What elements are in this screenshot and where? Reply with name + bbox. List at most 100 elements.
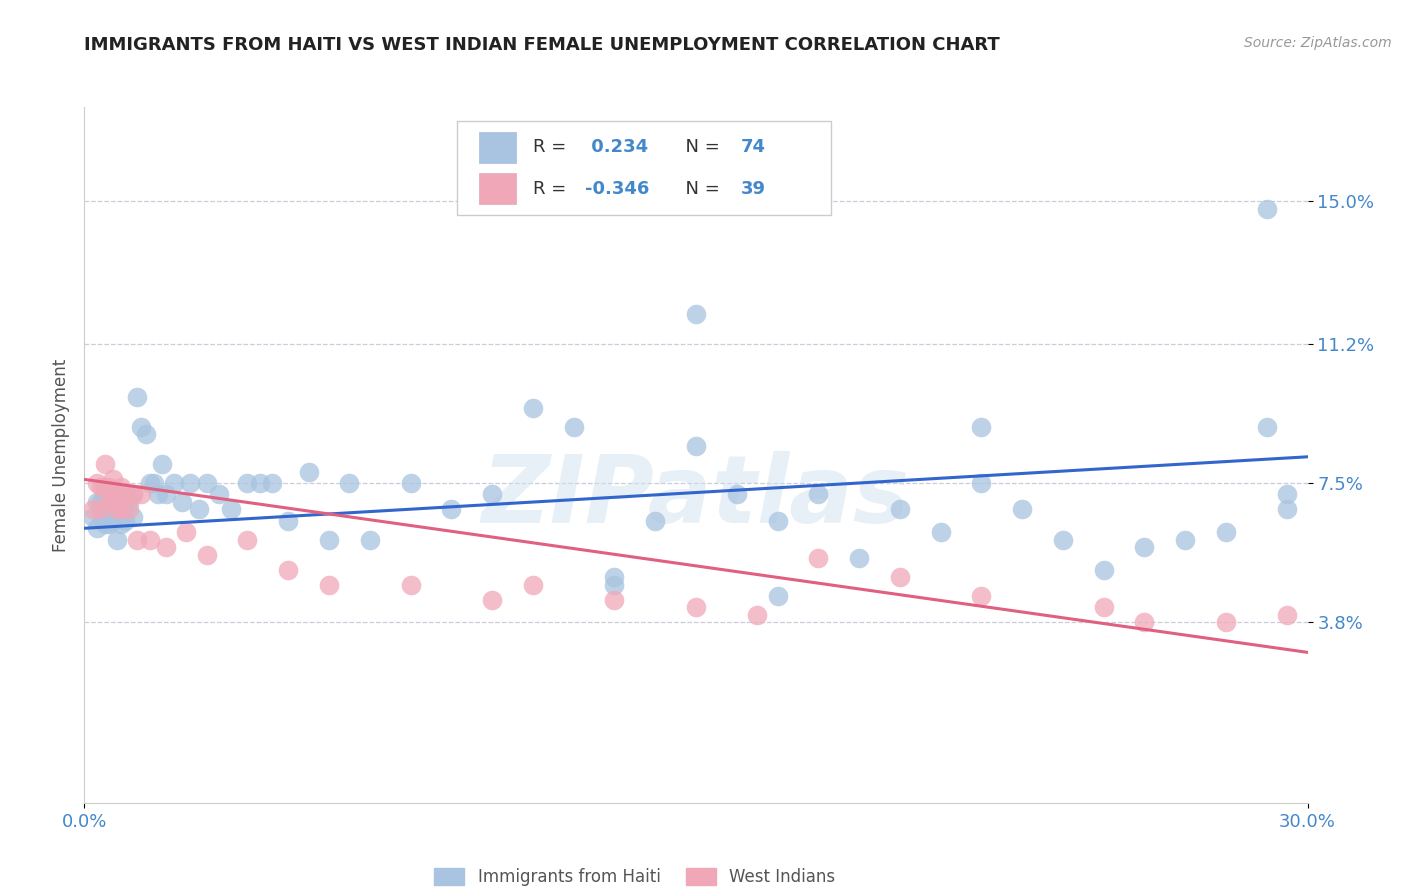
Point [848,551,870,566]
Point [138,533,160,547]
Point [1174,533,1197,547]
Point [1011,502,1033,516]
Text: ZIPatlas: ZIPatlas [482,450,910,542]
Point [277,514,299,528]
Point [86,521,108,535]
Point [122,487,145,501]
Point [155,487,177,501]
Point [101,495,124,509]
Point [131,487,153,501]
Text: 74: 74 [741,138,766,156]
Point [807,551,830,566]
Text: N =: N = [673,138,725,156]
Point [122,510,145,524]
Point [93,458,117,472]
Text: R =: R = [533,138,572,156]
Text: 39: 39 [741,179,766,198]
Point [195,476,218,491]
FancyBboxPatch shape [457,121,831,215]
Point [440,502,463,516]
Point [339,476,361,491]
Point [481,592,503,607]
Point [1277,487,1299,501]
Y-axis label: Female Unemployment: Female Unemployment [52,359,70,551]
Point [1277,607,1299,622]
Point [481,487,503,501]
Text: 0.234: 0.234 [585,138,648,156]
Point [105,495,128,509]
Point [110,517,132,532]
Text: N =: N = [673,179,725,198]
Point [970,589,993,603]
Point [179,476,201,491]
Point [318,533,340,547]
Point [219,502,242,516]
Point [318,577,340,591]
Point [131,419,153,434]
Point [208,487,231,501]
Point [82,502,104,516]
Point [118,502,141,516]
Point [150,458,173,472]
Point [298,465,321,479]
Point [155,540,177,554]
Point [82,510,104,524]
Point [236,476,259,491]
Point [90,502,112,516]
Point [1215,615,1237,630]
Point [93,517,117,532]
Point [93,510,117,524]
Point [1133,615,1156,630]
Point [97,502,120,516]
Point [399,476,422,491]
Point [1133,540,1156,554]
Point [163,476,186,491]
Point [970,419,993,434]
FancyBboxPatch shape [479,173,516,204]
Point [97,517,120,532]
Point [172,495,194,509]
Point [101,472,124,486]
Point [105,487,128,501]
Point [135,427,157,442]
Text: -0.346: -0.346 [585,179,650,198]
Point [260,476,283,491]
Point [249,476,271,491]
Point [807,487,830,501]
Point [644,514,666,528]
Point [522,577,544,591]
Point [399,577,422,591]
Point [86,495,108,509]
Point [105,502,128,516]
Point [146,487,169,501]
Point [685,438,707,452]
Point [101,514,124,528]
Point [725,487,748,501]
Point [603,592,626,607]
Point [236,533,259,547]
Point [685,600,707,615]
Point [889,570,911,584]
Point [127,390,149,404]
Point [114,502,136,516]
Point [1256,419,1278,434]
Point [97,480,120,494]
Point [766,514,789,528]
Point [138,476,160,491]
Point [766,589,789,603]
Point [93,480,117,494]
Point [118,495,141,509]
Point [522,401,544,415]
Point [86,476,108,491]
Point [1092,600,1115,615]
Point [1215,524,1237,539]
Legend: Immigrants from Haiti, West Indians: Immigrants from Haiti, West Indians [429,863,841,891]
Point [277,563,299,577]
Point [90,510,112,524]
Point [195,548,218,562]
Text: R =: R = [533,179,572,198]
Point [105,533,128,547]
Point [603,577,626,591]
FancyBboxPatch shape [479,132,516,163]
Point [122,487,145,501]
